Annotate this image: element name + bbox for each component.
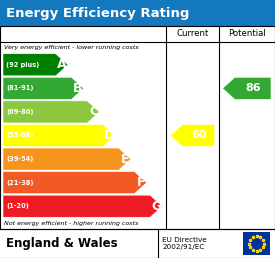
- Text: (92 plus): (92 plus): [6, 62, 39, 68]
- Bar: [0, 0, 275, 26]
- Text: England & Wales: England & Wales: [6, 237, 118, 250]
- Text: EU Directive
2002/91/EC: EU Directive 2002/91/EC: [162, 237, 207, 251]
- Text: Current: Current: [176, 29, 209, 38]
- Text: G: G: [151, 200, 161, 213]
- Polygon shape: [223, 77, 271, 99]
- Polygon shape: [3, 77, 84, 99]
- Polygon shape: [3, 148, 131, 170]
- Text: F: F: [137, 176, 145, 189]
- Polygon shape: [170, 124, 214, 147]
- Text: E: E: [121, 152, 130, 166]
- Polygon shape: [3, 172, 147, 194]
- Text: C: C: [89, 106, 98, 118]
- Polygon shape: [3, 195, 162, 217]
- Text: A: A: [57, 58, 67, 71]
- Text: Energy Efficiency Rating: Energy Efficiency Rating: [6, 6, 189, 20]
- Text: (81-91): (81-91): [6, 85, 34, 91]
- Text: Not energy efficient - higher running costs: Not energy efficient - higher running co…: [4, 221, 139, 226]
- Text: D: D: [104, 129, 114, 142]
- Text: Very energy efficient - lower running costs: Very energy efficient - lower running co…: [4, 45, 139, 50]
- Polygon shape: [3, 101, 99, 123]
- Text: (69-80): (69-80): [6, 109, 34, 115]
- Text: (1-20): (1-20): [6, 203, 29, 209]
- Polygon shape: [3, 54, 68, 76]
- Polygon shape: [3, 124, 115, 147]
- Text: B: B: [73, 82, 82, 95]
- Bar: [243, 232, 270, 255]
- Text: 60: 60: [191, 131, 206, 141]
- Text: 86: 86: [245, 83, 261, 93]
- Text: Potential: Potential: [228, 29, 266, 38]
- Text: (55-68): (55-68): [6, 133, 33, 139]
- Text: (39-54): (39-54): [6, 156, 33, 162]
- Text: (21-38): (21-38): [6, 180, 34, 186]
